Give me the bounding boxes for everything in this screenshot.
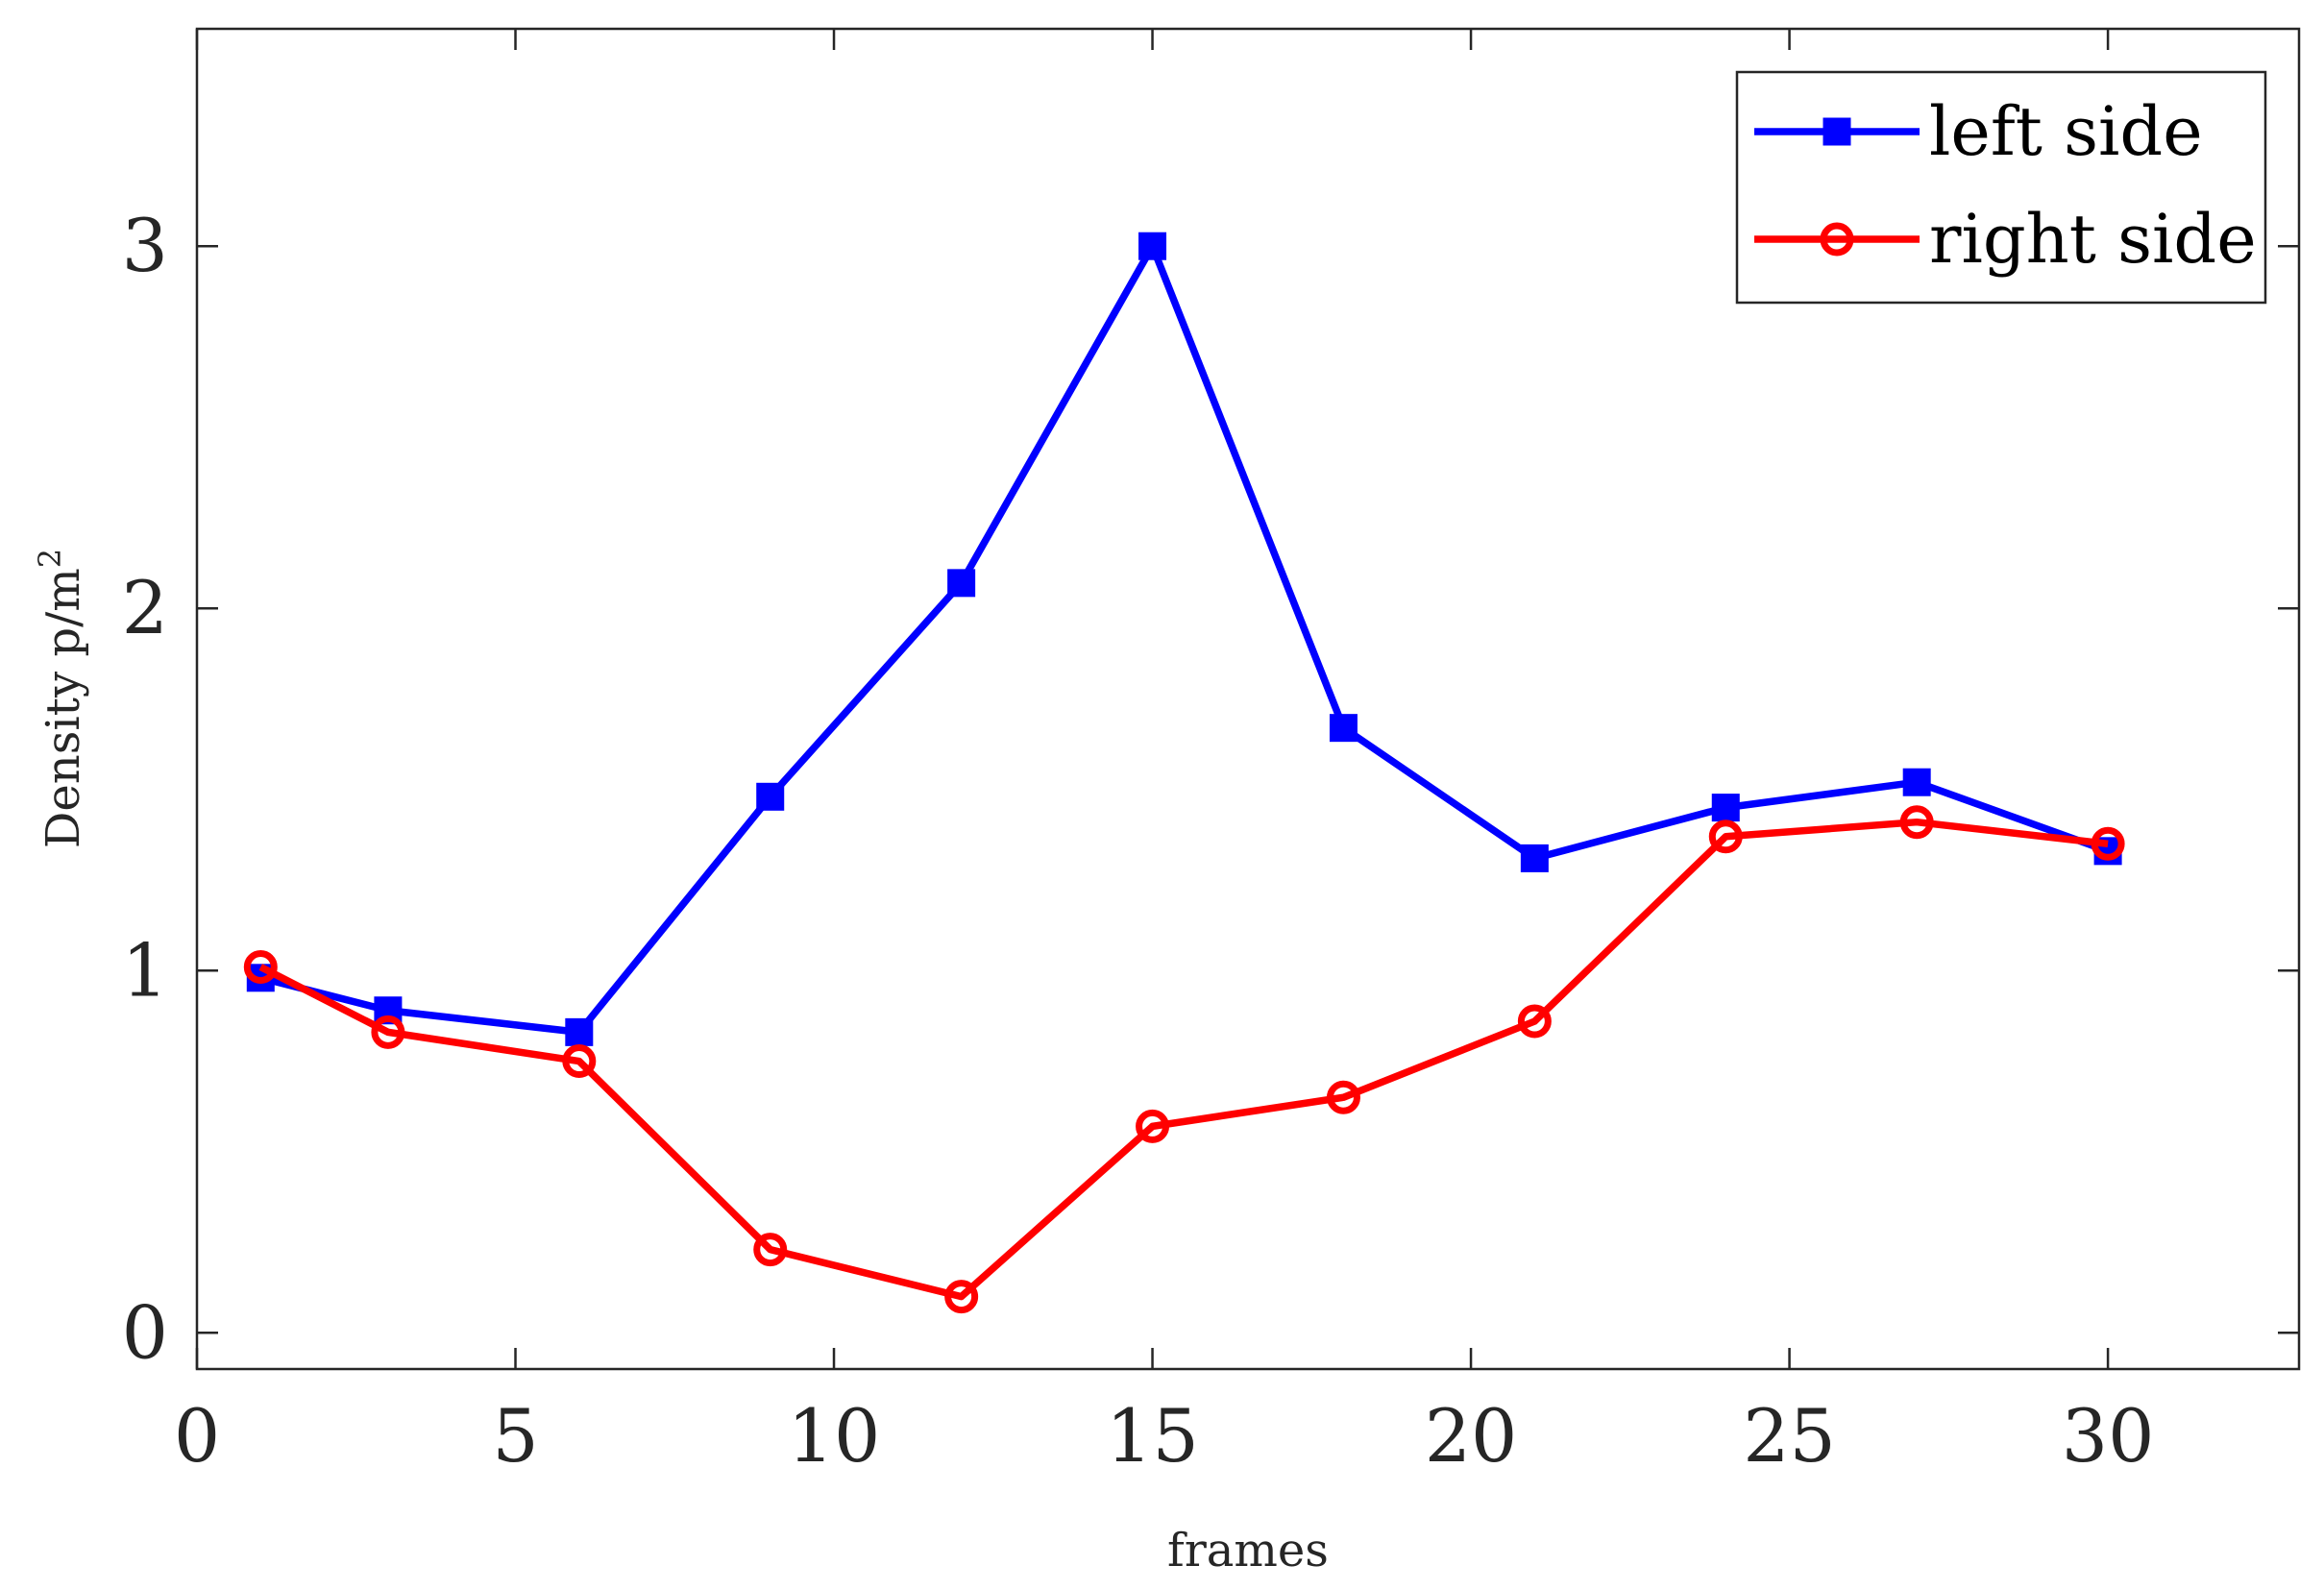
y-tick-label: 2 [122,565,168,650]
data-point-right-side [1326,1080,1360,1114]
data-point-left-side [1138,232,1167,260]
y-axis-title: Density p/m2 [32,549,90,848]
y-axis-title-superscript: 2 [32,549,68,568]
data-point-left-side [1329,714,1358,743]
data-point-right-side [243,950,278,984]
data-point-right-side [1517,1004,1552,1039]
legend: left side right side [1735,70,2267,305]
x-tick-label: 15 [1106,1393,1199,1479]
legend-item-left-side: left side [1754,92,2203,171]
plot-series [243,232,2125,1314]
data-point-right-side [562,1044,597,1079]
data-point-right-side [1708,819,1743,854]
data-point-right-side [2091,826,2125,861]
data-point-right-side [944,1280,979,1314]
legend-box [1735,70,2267,305]
x-tick-label: 25 [1743,1393,1836,1479]
data-point-left-side [565,1017,594,1046]
legend-marker [1820,222,1854,257]
y-tick-label: 3 [122,203,168,288]
data-point-right-side [753,1233,788,1267]
data-point-left-side [756,782,785,811]
x-tick-label: 10 [788,1393,881,1479]
legend-label: right side [1929,200,2257,279]
data-point-left-side [1520,844,1549,872]
y-tick-label: 1 [122,927,168,1013]
x-tick-label: 20 [1425,1393,1518,1479]
data-point-left-side [1711,794,1740,822]
y-axis: 0 1 2 3 [122,203,2299,1375]
x-axis: 0 5 10 15 20 25 30 [174,29,2155,1479]
data-point-right-side [1136,1109,1170,1143]
x-axis-title: frames [1167,1524,1329,1578]
series-left-side [246,232,2122,1046]
data-point-right-side [1899,805,1934,840]
data-point-right-side [371,1015,405,1049]
data-point-left-side [947,569,976,598]
series-line-right-side [258,818,2109,1301]
legend-label: left side [1929,92,2203,171]
series-right-side [243,805,2125,1314]
x-tick-label: 5 [492,1393,538,1479]
legend-marker [1823,117,1851,146]
x-tick-label: 30 [2062,1393,2155,1479]
plot-area-frame [195,27,2301,1371]
data-point-left-side [1902,768,1931,796]
y-axis-title-text: Density p/m [37,568,90,848]
legend-item-right-side: right side [1754,200,2257,279]
x-tick-label: 0 [174,1393,220,1479]
y-tick-label: 0 [122,1289,168,1375]
